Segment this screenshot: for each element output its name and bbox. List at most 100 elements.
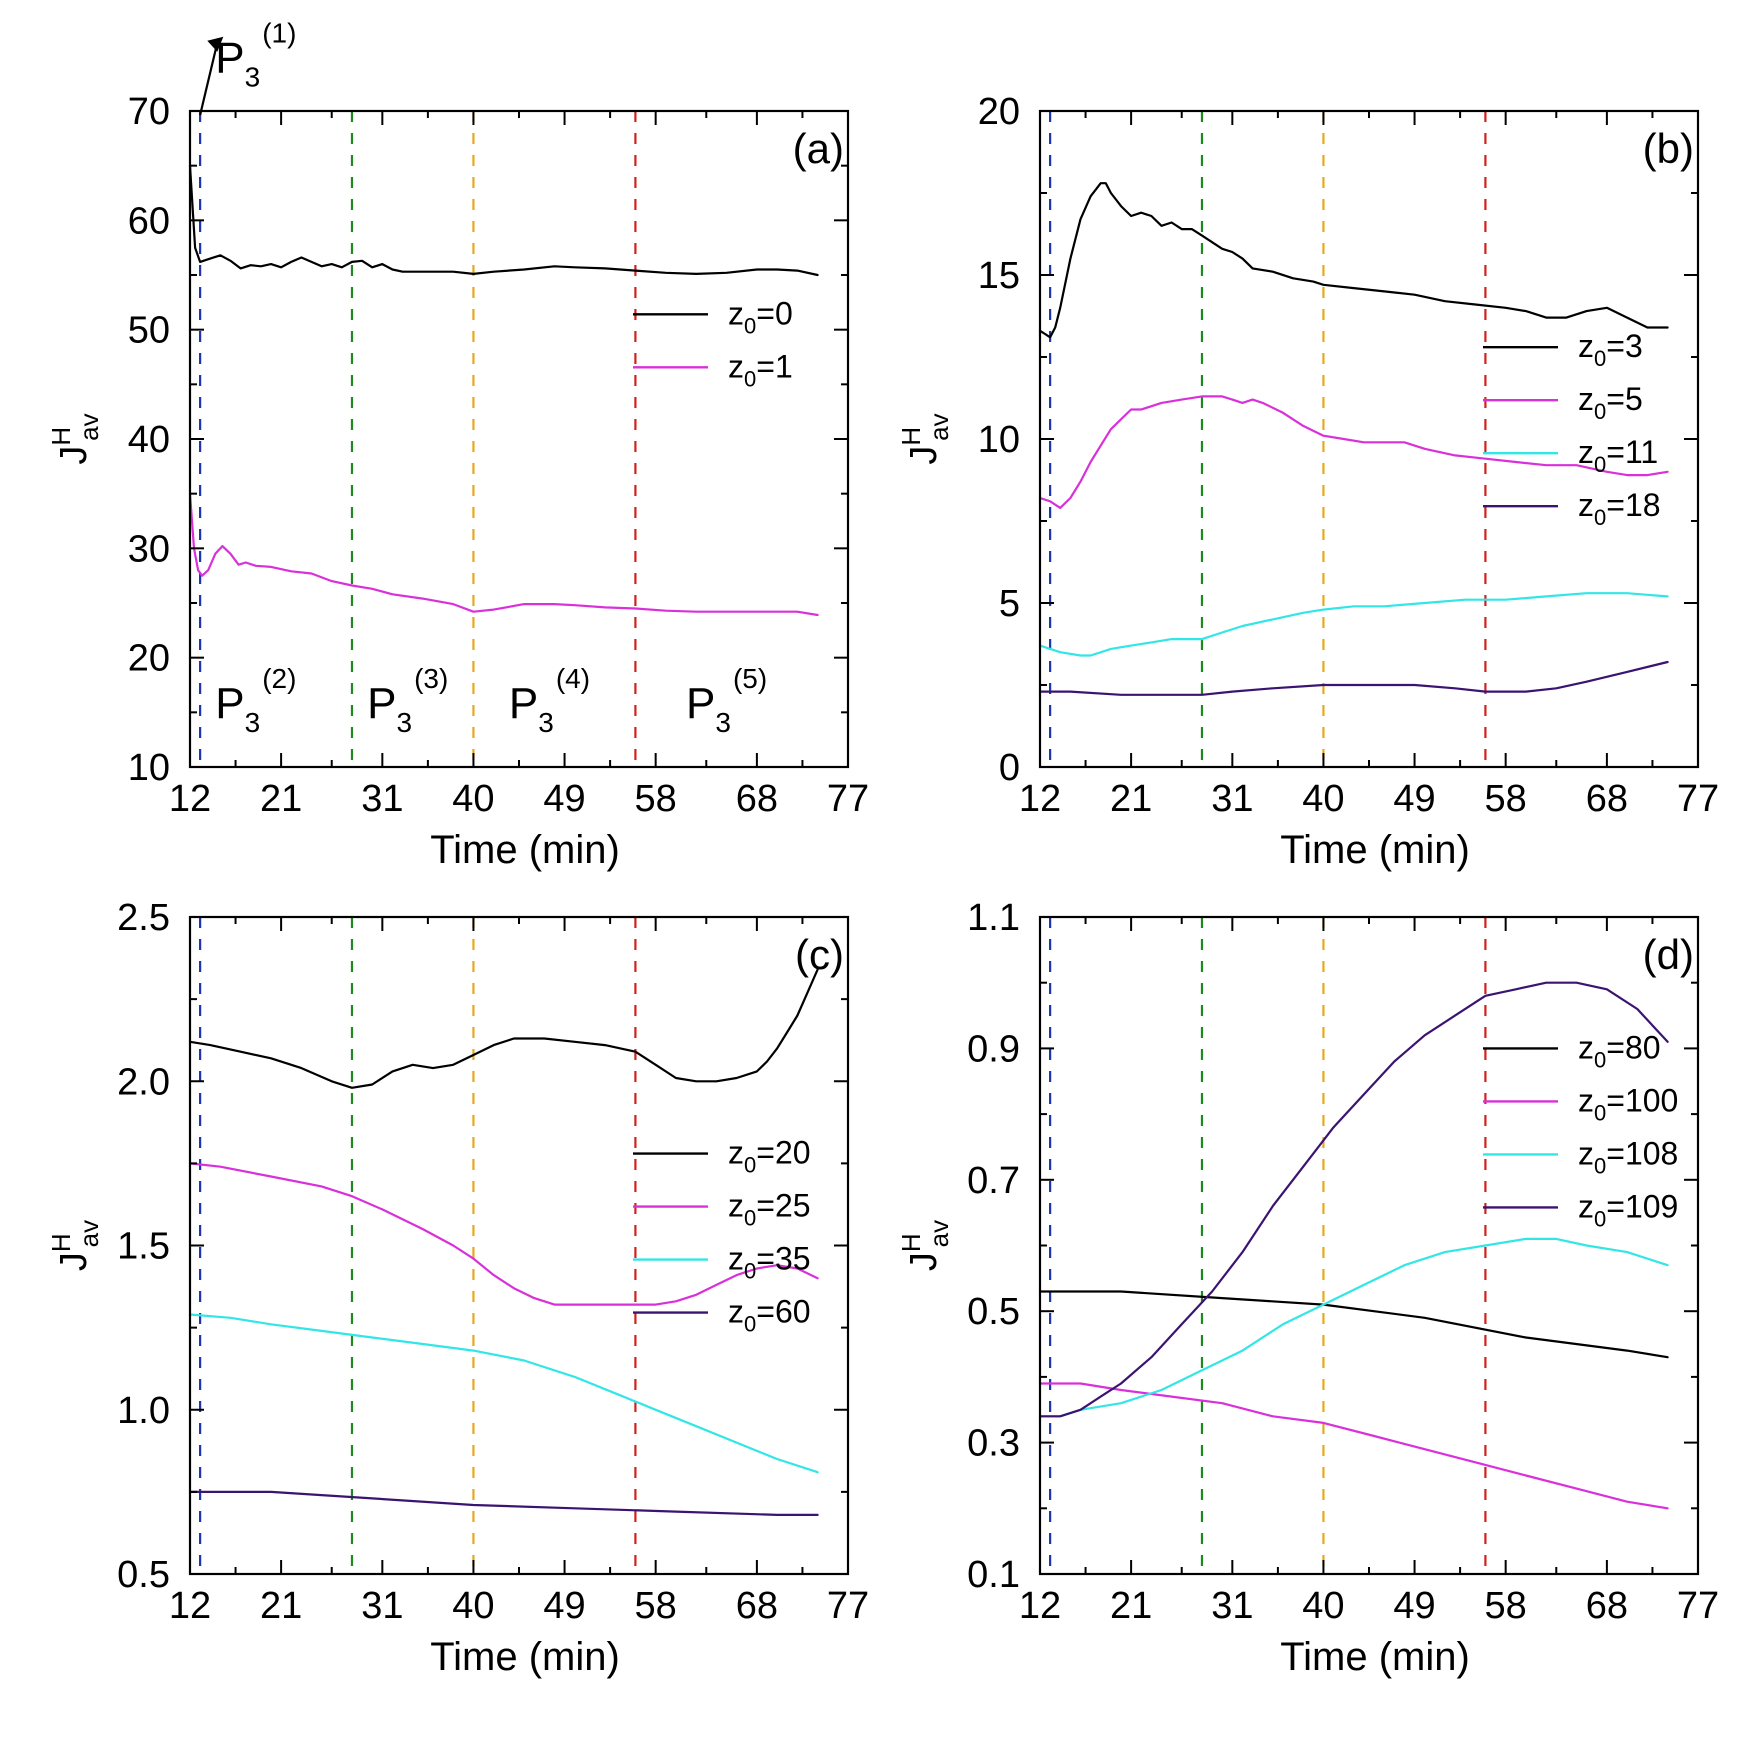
x-tick-label: 68 — [1586, 1585, 1628, 1627]
legend-label-z0=100: z0=100 — [1578, 1082, 1678, 1125]
y-axis-label: JHav — [896, 413, 954, 464]
phase-label-1: P3(1) — [215, 18, 296, 93]
phase-1-arrow — [199, 42, 219, 116]
legend-label-z0=3: z0=3 — [1578, 328, 1643, 371]
x-tick-label: 58 — [1485, 778, 1527, 820]
phase-label-2: P3(2) — [215, 663, 296, 738]
legend-label-z0=80: z0=80 — [1578, 1029, 1661, 1072]
y-tick-label: 1.0 — [117, 1390, 170, 1432]
y-tick-label: 60 — [128, 200, 170, 242]
x-axis-label: Time (min) — [1280, 828, 1470, 872]
phase-1-arrowhead — [207, 36, 224, 52]
series-line-z0=80 — [1038, 1290, 1669, 1359]
y-tick-label: 2.5 — [117, 897, 170, 939]
x-tick-label: 40 — [1302, 1585, 1344, 1627]
x-tick-label: 68 — [736, 778, 778, 820]
y-tick-label: 30 — [128, 528, 170, 570]
x-tick-label: 49 — [1393, 778, 1435, 820]
x-tick-label: 31 — [1211, 778, 1253, 820]
x-tick-label: 12 — [169, 1585, 211, 1627]
y-tick-label: 0.9 — [967, 1028, 1020, 1070]
series-line-z0=25 — [188, 1162, 819, 1306]
legend-label-z0=5: z0=5 — [1578, 381, 1643, 424]
x-tick-label: 21 — [1110, 1585, 1152, 1627]
y-tick-label: 40 — [128, 419, 170, 461]
y-tick-label: 0 — [999, 747, 1020, 789]
legend-label-z0=0: z0=0 — [728, 295, 793, 338]
x-tick-label: 40 — [1302, 778, 1344, 820]
x-tick-label: 31 — [361, 1585, 403, 1627]
x-axis-label: Time (min) — [430, 828, 620, 872]
x-axis-label: Time (min) — [430, 1635, 620, 1679]
panel-c: 12 21 31 40 49 58 68 77 0.5 1.0 1.5 2.0 2.5 Time (min… — [46, 897, 869, 1679]
y-tick-label: 0.7 — [967, 1160, 1020, 1202]
panel-label: (a) — [793, 125, 844, 172]
plot-frame — [1038, 915, 1700, 1576]
y-tick-label: 1.1 — [967, 897, 1020, 939]
x-tick-label: 12 — [1019, 778, 1061, 820]
y-tick-label: 0.5 — [117, 1554, 170, 1596]
panel-d: 12 21 31 40 49 58 68 77 0.1 0.3 0.5 0.7 0.9 1.1 Time (… — [896, 897, 1719, 1679]
phase-label-3: P3(3) — [367, 663, 448, 738]
y-tick-label: 0.5 — [967, 1291, 1020, 1333]
x-tick-label: 12 — [169, 778, 211, 820]
series-line-z0=20 — [188, 968, 819, 1089]
x-tick-label: 58 — [635, 778, 677, 820]
x-tick-label: 21 — [1110, 778, 1152, 820]
y-axis-label: JHav — [46, 1220, 104, 1271]
series-line-z0=3 — [1038, 182, 1669, 339]
y-tick-label: 10 — [128, 747, 170, 789]
series-line-z0=0 — [188, 164, 819, 277]
series-line-z0=35 — [188, 1313, 819, 1474]
legend-label-z0=108: z0=108 — [1578, 1135, 1678, 1178]
series-line-z0=5 — [1038, 395, 1669, 509]
series-line-z0=108 — [1038, 1237, 1669, 1418]
x-tick-label: 21 — [260, 1585, 302, 1627]
panel-label: (d) — [1643, 931, 1694, 978]
panel-label: (b) — [1643, 125, 1694, 172]
x-tick-label: 49 — [543, 1585, 585, 1627]
legend-label-z0=11: z0=11 — [1578, 434, 1658, 477]
x-tick-label: 12 — [1019, 1585, 1061, 1627]
y-axis-label: JHav — [896, 1220, 954, 1271]
x-tick-label: 77 — [827, 778, 869, 820]
panel-a: 12 21 31 40 49 58 68 77 10 20 30 40 50 60 70 Time (min)… — [46, 18, 869, 872]
y-tick-label: 0.1 — [967, 1554, 1020, 1596]
legend-label-z0=1: z0=1 — [728, 348, 793, 391]
plot-frame — [188, 915, 850, 1576]
y-axis-label: JHav — [46, 413, 104, 464]
series-line-z0=100 — [1038, 1382, 1669, 1510]
plot-frame — [1038, 109, 1700, 769]
y-tick-label: 70 — [128, 91, 170, 133]
y-tick-label: 50 — [128, 310, 170, 352]
y-tick-label: 0.3 — [967, 1423, 1020, 1465]
x-tick-label: 58 — [635, 1585, 677, 1627]
legend-label-z0=18: z0=18 — [1578, 487, 1661, 530]
y-tick-label: 1.5 — [117, 1226, 170, 1268]
x-axis-label: Time (min) — [1280, 1635, 1470, 1679]
x-tick-label: 68 — [736, 1585, 778, 1627]
phase-label-4: P3(4) — [509, 663, 590, 738]
x-tick-label: 68 — [1586, 778, 1628, 820]
x-tick-label: 31 — [1211, 1585, 1253, 1627]
x-tick-label: 77 — [1677, 1585, 1719, 1627]
phase-label-5: P3(5) — [686, 663, 767, 738]
legend-label-z0=109: z0=109 — [1578, 1188, 1678, 1231]
x-tick-label: 77 — [1677, 778, 1719, 820]
y-tick-label: 10 — [978, 419, 1020, 461]
series-line-z0=1 — [188, 492, 819, 617]
x-tick-label: 40 — [452, 778, 494, 820]
legend-label-z0=35: z0=35 — [728, 1241, 811, 1284]
y-tick-label: 2.0 — [117, 1061, 170, 1103]
y-tick-label: 20 — [128, 638, 170, 680]
series-line-z0=11 — [1038, 592, 1669, 657]
legend-label-z0=60: z0=60 — [728, 1294, 811, 1337]
x-tick-label: 40 — [452, 1585, 494, 1627]
x-tick-label: 21 — [260, 778, 302, 820]
series-line-z0=18 — [1038, 660, 1669, 696]
legend-label-z0=25: z0=25 — [728, 1188, 811, 1231]
x-tick-label: 31 — [361, 778, 403, 820]
x-tick-label: 58 — [1485, 1585, 1527, 1627]
series-line-z0=60 — [188, 1490, 819, 1517]
y-tick-label: 20 — [978, 91, 1020, 133]
